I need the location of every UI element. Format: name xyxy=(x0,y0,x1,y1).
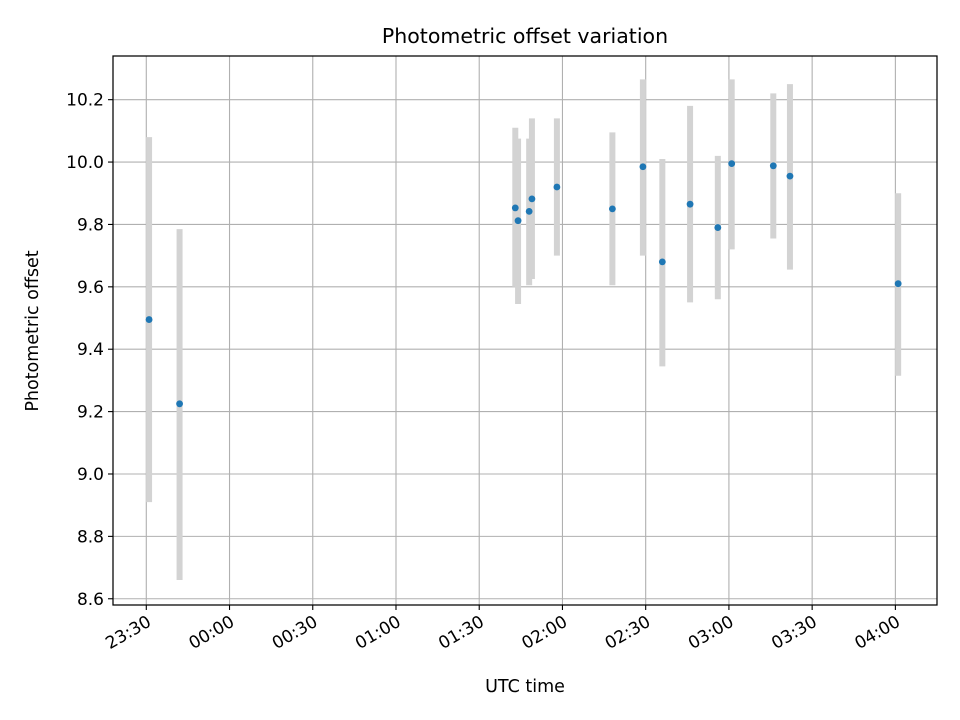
y-tick-label: 9.6 xyxy=(77,278,104,298)
data-point xyxy=(145,316,153,323)
data-point xyxy=(176,400,183,408)
data-point xyxy=(894,280,902,288)
data-point xyxy=(658,258,666,266)
data-point xyxy=(686,200,694,208)
data-points xyxy=(145,160,902,408)
data-point xyxy=(714,224,722,231)
plot-frame xyxy=(112,55,938,606)
y-tick-label: 9.2 xyxy=(77,403,104,423)
y-tick-label: 9.4 xyxy=(77,340,104,360)
data-point xyxy=(786,172,794,180)
y-axis-label: Photometric offset xyxy=(23,250,43,411)
data-point xyxy=(639,163,647,171)
x-axis-label: UTC time xyxy=(485,677,565,697)
data-point xyxy=(525,207,533,215)
y-tick-label: 9.8 xyxy=(77,215,104,235)
y-tick-label: 8.8 xyxy=(77,527,104,547)
chart-title: Photometric offset variation xyxy=(382,24,668,48)
y-tick-label: 9.0 xyxy=(77,465,104,485)
data-point xyxy=(769,162,777,170)
data-point xyxy=(553,183,561,191)
y-tick-label: 8.6 xyxy=(77,590,104,610)
data-point xyxy=(728,160,736,168)
y-tick-label: 10.0 xyxy=(66,153,104,173)
y-axis: 8.6 8.8 9.0 9.2 9.4 9.6 9.8 10.0 10.2 xyxy=(66,91,113,610)
data-point xyxy=(511,204,519,212)
data-point xyxy=(608,205,616,213)
data-point xyxy=(514,217,522,225)
y-tick-label: 10.2 xyxy=(66,91,104,111)
data-point xyxy=(528,195,536,203)
